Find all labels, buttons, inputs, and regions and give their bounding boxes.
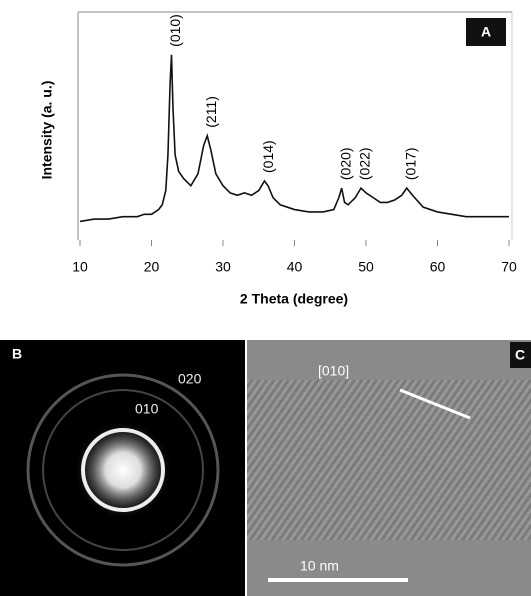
ring-mid bbox=[42, 389, 204, 551]
x-tick-label: 60 bbox=[430, 259, 446, 275]
ring-010 bbox=[81, 428, 165, 512]
x-tick-label: 70 bbox=[501, 259, 517, 275]
panel-label-box bbox=[466, 18, 506, 46]
direction-arrow bbox=[399, 388, 471, 420]
peak-label: (022) bbox=[357, 147, 373, 180]
ring-label: 010 bbox=[135, 401, 159, 417]
ring-label: 020 bbox=[178, 371, 202, 387]
peak-label: (010) bbox=[167, 14, 183, 47]
ring-outer bbox=[26, 373, 220, 567]
x-tick-label: 10 bbox=[72, 259, 88, 275]
xrd-line bbox=[79, 54, 509, 223]
y-axis-label: Intensity (a. u.) bbox=[39, 81, 55, 180]
x-tick-label: 20 bbox=[144, 259, 160, 275]
x-tick-label: 40 bbox=[287, 259, 303, 275]
panel-label-box bbox=[510, 342, 531, 368]
panel-label: B bbox=[12, 346, 22, 362]
x-axis-label: 2 Theta (degree) bbox=[240, 291, 348, 307]
peak-label: (020) bbox=[337, 147, 353, 180]
x-tick-label: 50 bbox=[358, 259, 374, 275]
panel-label: C bbox=[515, 347, 525, 363]
center-glow bbox=[73, 420, 173, 520]
lattice bbox=[247, 380, 531, 540]
direction-label: [010] bbox=[318, 363, 349, 379]
peak-label: (017) bbox=[402, 147, 418, 180]
peak-label: (211) bbox=[203, 96, 219, 128]
x-tick-label: 30 bbox=[215, 259, 231, 275]
scale-bar-label: 10 nm bbox=[300, 558, 339, 574]
panel-label: A bbox=[481, 24, 491, 40]
peak-label: (014) bbox=[260, 140, 276, 173]
